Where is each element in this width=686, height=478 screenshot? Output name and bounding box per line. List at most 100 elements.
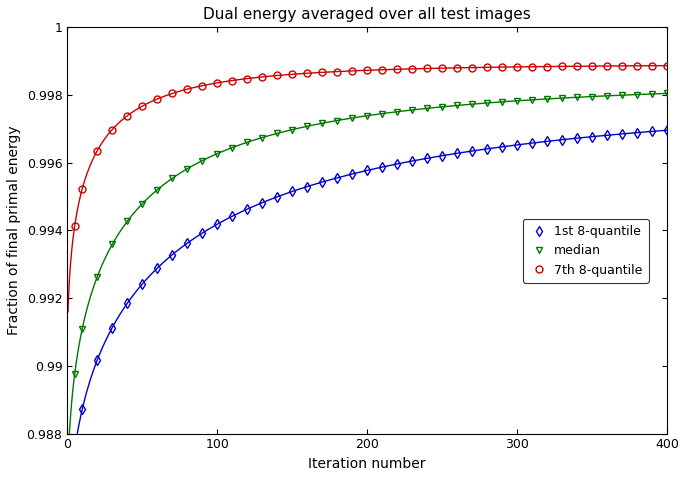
median xyxy=(498,99,506,105)
median xyxy=(138,201,146,206)
1st 8-quantile xyxy=(378,164,386,170)
7th 8-quantile xyxy=(183,87,191,92)
1st 8-quantile xyxy=(168,252,176,258)
1st 8-quantile xyxy=(108,325,117,330)
1st 8-quantile xyxy=(318,179,327,185)
7th 8-quantile xyxy=(528,64,536,70)
7th 8-quantile xyxy=(348,68,356,74)
1st 8-quantile xyxy=(648,129,657,134)
7th 8-quantile xyxy=(618,63,626,69)
7th 8-quantile xyxy=(603,63,611,69)
median xyxy=(453,103,461,109)
7th 8-quantile xyxy=(123,113,131,119)
7th 8-quantile xyxy=(648,63,657,68)
median xyxy=(423,106,431,111)
median xyxy=(71,370,79,376)
Line: 7th 8-quantile: 7th 8-quantile xyxy=(71,62,671,229)
7th 8-quantile xyxy=(588,63,596,69)
median xyxy=(93,274,102,280)
1st 8-quantile xyxy=(243,206,251,212)
median xyxy=(123,218,131,224)
7th 8-quantile xyxy=(483,65,491,70)
7th 8-quantile xyxy=(378,67,386,73)
7th 8-quantile xyxy=(258,74,266,80)
1st 8-quantile xyxy=(393,161,401,167)
1st 8-quantile xyxy=(573,135,581,141)
7th 8-quantile xyxy=(273,73,281,78)
7th 8-quantile xyxy=(168,91,176,97)
median xyxy=(513,98,521,104)
1st 8-quantile xyxy=(93,357,102,363)
median xyxy=(333,118,342,123)
Y-axis label: Fraction of final primal energy: Fraction of final primal energy xyxy=(7,126,21,335)
7th 8-quantile xyxy=(663,63,671,68)
7th 8-quantile xyxy=(408,66,416,72)
7th 8-quantile xyxy=(153,96,161,102)
7th 8-quantile xyxy=(633,63,641,69)
median xyxy=(543,96,552,102)
median xyxy=(378,111,386,117)
1st 8-quantile xyxy=(273,194,281,200)
median xyxy=(258,135,266,141)
7th 8-quantile xyxy=(438,65,447,71)
median xyxy=(483,100,491,106)
7th 8-quantile xyxy=(318,69,327,75)
1st 8-quantile xyxy=(153,265,161,271)
1st 8-quantile xyxy=(213,221,222,227)
median xyxy=(288,127,296,132)
7th 8-quantile xyxy=(108,127,117,132)
7th 8-quantile xyxy=(288,71,296,77)
median xyxy=(588,94,596,99)
median xyxy=(573,94,581,100)
median xyxy=(648,91,657,97)
X-axis label: Iteration number: Iteration number xyxy=(309,457,426,471)
7th 8-quantile xyxy=(333,69,342,75)
median xyxy=(228,145,236,151)
median xyxy=(468,101,476,107)
median xyxy=(618,92,626,98)
median xyxy=(78,326,86,332)
1st 8-quantile xyxy=(71,446,79,452)
median xyxy=(273,130,281,136)
1st 8-quantile xyxy=(333,175,342,181)
7th 8-quantile xyxy=(243,76,251,81)
1st 8-quantile xyxy=(588,134,596,140)
7th 8-quantile xyxy=(453,65,461,71)
median xyxy=(318,120,327,126)
7th 8-quantile xyxy=(423,65,431,71)
median xyxy=(183,166,191,172)
7th 8-quantile xyxy=(138,103,146,109)
median xyxy=(558,95,566,101)
median xyxy=(243,140,251,145)
1st 8-quantile xyxy=(198,230,206,236)
median xyxy=(303,123,311,129)
7th 8-quantile xyxy=(468,65,476,70)
1st 8-quantile xyxy=(438,153,447,159)
median xyxy=(213,151,222,156)
median xyxy=(363,113,371,119)
7th 8-quantile xyxy=(198,83,206,88)
1st 8-quantile xyxy=(513,142,521,148)
1st 8-quantile xyxy=(363,168,371,174)
1st 8-quantile xyxy=(663,127,671,133)
7th 8-quantile xyxy=(573,64,581,69)
1st 8-quantile xyxy=(543,139,552,144)
median xyxy=(153,187,161,193)
median xyxy=(603,93,611,98)
1st 8-quantile xyxy=(453,151,461,156)
Line: median: median xyxy=(71,90,671,377)
median xyxy=(408,107,416,113)
1st 8-quantile xyxy=(183,240,191,246)
median xyxy=(633,92,641,98)
1st 8-quantile xyxy=(348,171,356,177)
median xyxy=(528,97,536,103)
1st 8-quantile xyxy=(228,213,236,219)
median xyxy=(438,104,447,109)
7th 8-quantile xyxy=(363,67,371,73)
1st 8-quantile xyxy=(423,155,431,161)
7th 8-quantile xyxy=(78,186,86,192)
1st 8-quantile xyxy=(558,137,566,142)
1st 8-quantile xyxy=(483,146,491,152)
1st 8-quantile xyxy=(468,148,476,154)
1st 8-quantile xyxy=(498,144,506,150)
